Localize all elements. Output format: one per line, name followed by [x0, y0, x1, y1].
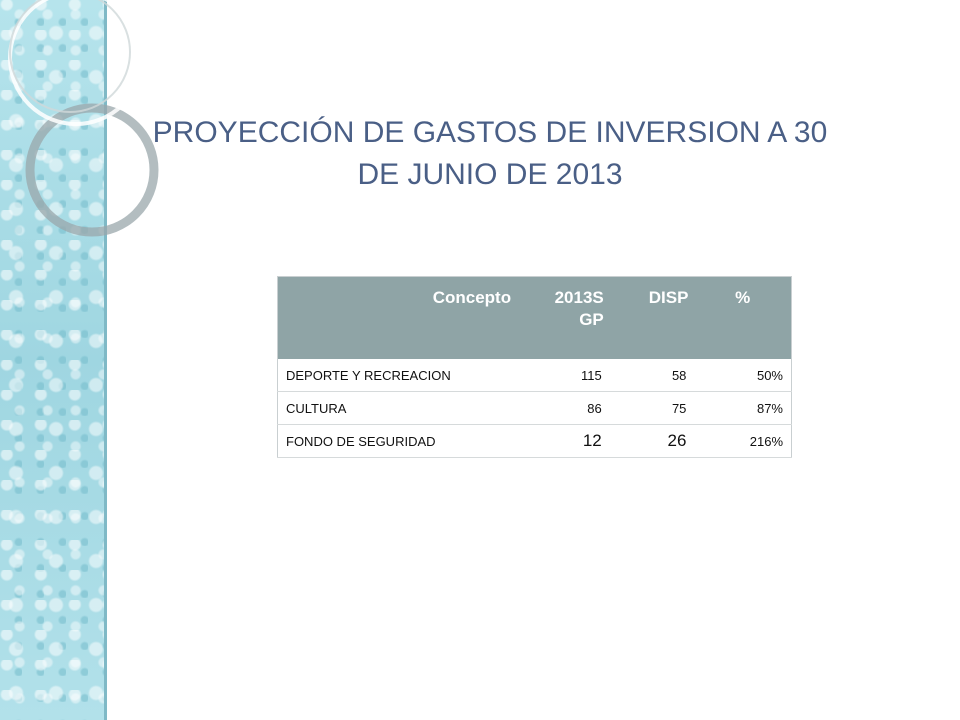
cell-concepto: DEPORTE Y RECREACION: [277, 359, 526, 392]
cell-sgp: 12: [525, 424, 610, 458]
header-concepto: Concepto: [277, 276, 526, 359]
decorative-rings: [8, 0, 159, 237]
table-row: DEPORTE Y RECREACION 115 58 50%: [277, 359, 792, 392]
cell-concepto: FONDO DE SEGURIDAD: [277, 424, 526, 458]
header-percent: %: [694, 276, 792, 359]
cell-percent: 216%: [694, 424, 792, 458]
cell-percent: 50%: [694, 359, 792, 392]
table-row: FONDO DE SEGURIDAD 12 26 216%: [277, 424, 792, 458]
table-row: CULTURA 86 75 87%: [277, 391, 792, 425]
strip-edge-line: [104, 0, 107, 720]
cell-percent: 87%: [694, 391, 792, 425]
header-2013sgp: 2013S GP: [525, 276, 610, 359]
header-disp: DISP: [609, 276, 695, 359]
cell-disp: 26: [609, 424, 695, 458]
cell-disp: 58: [609, 359, 695, 392]
cell-disp: 75: [609, 391, 695, 425]
cell-sgp: 115: [525, 359, 610, 392]
slide-title: PROYECCIÓN DE GASTOS DE INVERSION A 30 D…: [152, 116, 828, 191]
cell-sgp: 86: [525, 391, 610, 425]
table-header-row: Concepto 2013S GP DISP %: [277, 276, 792, 359]
investment-table: Concepto 2013S GP DISP % DEPORTE Y RECRE…: [277, 276, 792, 458]
cell-concepto: CULTURA: [277, 391, 526, 425]
